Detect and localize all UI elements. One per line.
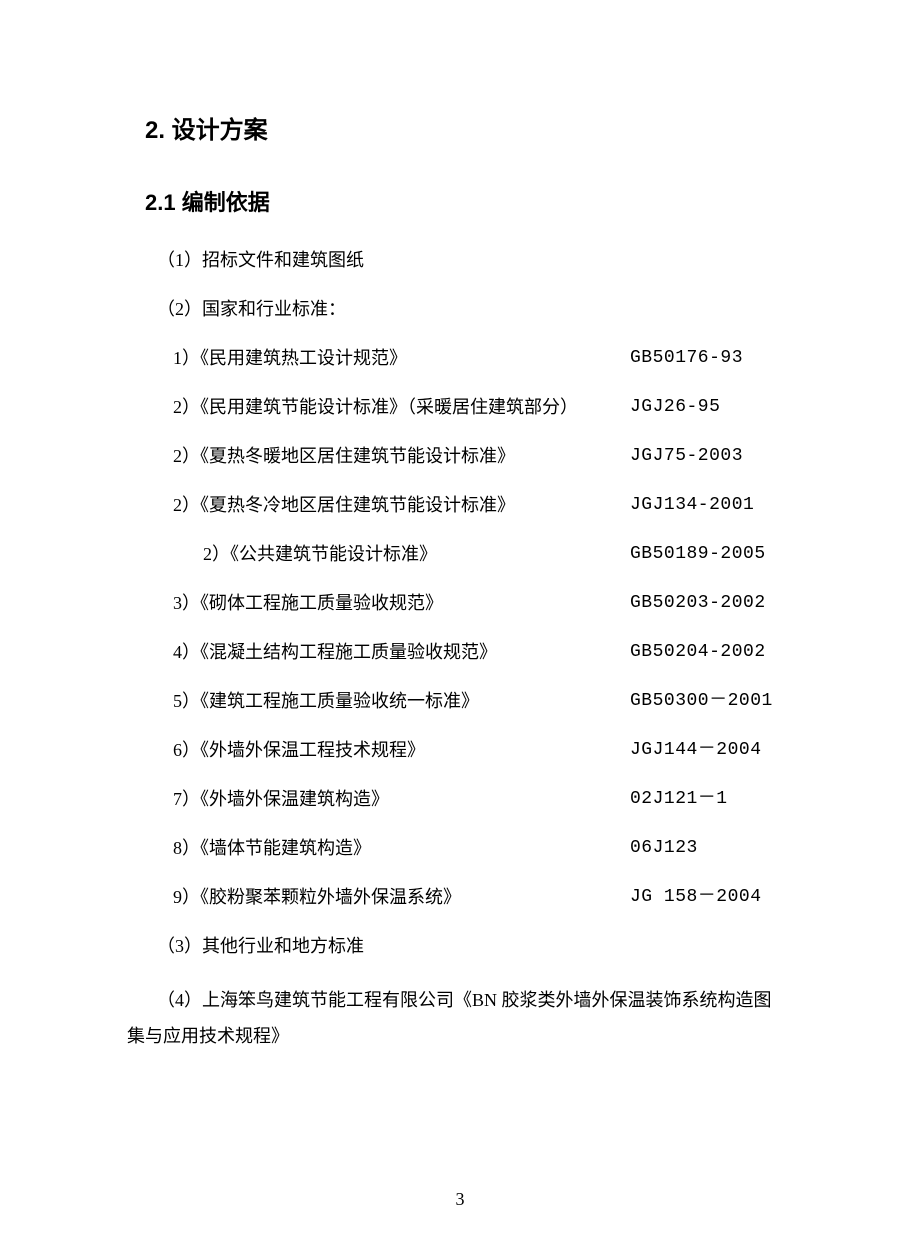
standard-code: JGJ26-95 xyxy=(630,394,800,421)
standard-row: 2）《公共建筑节能设计标准》 GB50189-2005 xyxy=(145,541,800,568)
standard-title: 9）《胶粉聚苯颗粒外墙外保温系统》 xyxy=(173,884,461,911)
basis-item-1: （1）招标文件和建筑图纸 xyxy=(145,247,800,274)
standard-row: 9）《胶粉聚苯颗粒外墙外保温系统》 JG 158－2004 xyxy=(145,884,800,911)
basis-item-2: （2）国家和行业标准： xyxy=(145,296,800,323)
item4-line2: 集与应用技术规程》 xyxy=(127,1018,800,1054)
standard-code: 02J121－1 xyxy=(630,786,800,813)
standard-code: GB50204-2002 xyxy=(630,639,800,666)
standard-row: 4）《混凝土结构工程施工质量验收规范》 GB50204-2002 xyxy=(145,639,800,666)
standard-row: 8）《墙体节能建筑构造》 06J123 xyxy=(145,835,800,862)
standard-row: 7）《外墙外保温建筑构造》 02J121－1 xyxy=(145,786,800,813)
standard-code: GB50176-93 xyxy=(630,345,800,372)
basis-item-4: （4）上海笨鸟建筑节能工程有限公司《BN 胶浆类外墙外保温装饰系统构造图 集与应… xyxy=(145,982,800,1054)
standard-title: 2）《民用建筑节能设计标准》（采暖居住建筑部分） xyxy=(173,394,578,421)
standard-title: 2）《夏热冬暖地区居住建筑节能设计标准》 xyxy=(173,443,515,470)
standard-title: 1）《民用建筑热工设计规范》 xyxy=(173,345,407,372)
standard-code: GB50203-2002 xyxy=(630,590,800,617)
standard-code: JGJ75-2003 xyxy=(630,443,800,470)
standard-code: GB50189-2005 xyxy=(630,541,800,568)
standard-title: 4）《混凝土结构工程施工质量验收规范》 xyxy=(173,639,497,666)
standard-title: 8）《墙体节能建筑构造》 xyxy=(173,835,371,862)
standard-row: 6）《外墙外保温工程技术规程》 JGJ144－2004 xyxy=(145,737,800,764)
standard-code: 06J123 xyxy=(630,835,800,862)
standard-row: 2）《夏热冬暖地区居住建筑节能设计标准》 JGJ75-2003 xyxy=(145,443,800,470)
standard-title: 7）《外墙外保温建筑构造》 xyxy=(173,786,389,813)
section-heading: 2. 设计方案 xyxy=(145,110,800,145)
standard-title: 6）《外墙外保温工程技术规程》 xyxy=(173,737,425,764)
standards-list: 1）《民用建筑热工设计规范》 GB50176-93 2）《民用建筑节能设计标准》（采… xyxy=(145,345,800,911)
standard-row: 3）《砌体工程施工质量验收规范》 GB50203-2002 xyxy=(145,590,800,617)
standard-code: JG 158－2004 xyxy=(630,884,800,911)
standard-row: 1）《民用建筑热工设计规范》 GB50176-93 xyxy=(145,345,800,372)
subsection-heading: 2.1 编制依据 xyxy=(145,185,800,217)
standard-row: 5）《建筑工程施工质量验收统一标准》 GB50300－2001 xyxy=(145,688,800,715)
standard-row: 2）《民用建筑节能设计标准》（采暖居住建筑部分） JGJ26-95 xyxy=(145,394,800,421)
item4-line1: （4）上海笨鸟建筑节能工程有限公司《BN 胶浆类外墙外保温装饰系统构造图 xyxy=(157,990,772,1010)
standard-title: 3）《砌体工程施工质量验收规范》 xyxy=(173,590,443,617)
standard-row: 2）《夏热冬冷地区居住建筑节能设计标准》 JGJ134-2001 xyxy=(145,492,800,519)
standard-title: 2）《公共建筑节能设计标准》 xyxy=(203,541,437,568)
basis-item-3: （3）其他行业和地方标准 xyxy=(145,933,800,960)
standard-title: 2）《夏热冬冷地区居住建筑节能设计标准》 xyxy=(173,492,515,519)
standard-title: 5）《建筑工程施工质量验收统一标准》 xyxy=(173,688,479,715)
page-number: 3 xyxy=(0,1189,920,1210)
standard-code: JGJ144－2004 xyxy=(630,737,800,764)
standard-code: JGJ134-2001 xyxy=(630,492,800,519)
standard-code: GB50300－2001 xyxy=(630,688,800,715)
